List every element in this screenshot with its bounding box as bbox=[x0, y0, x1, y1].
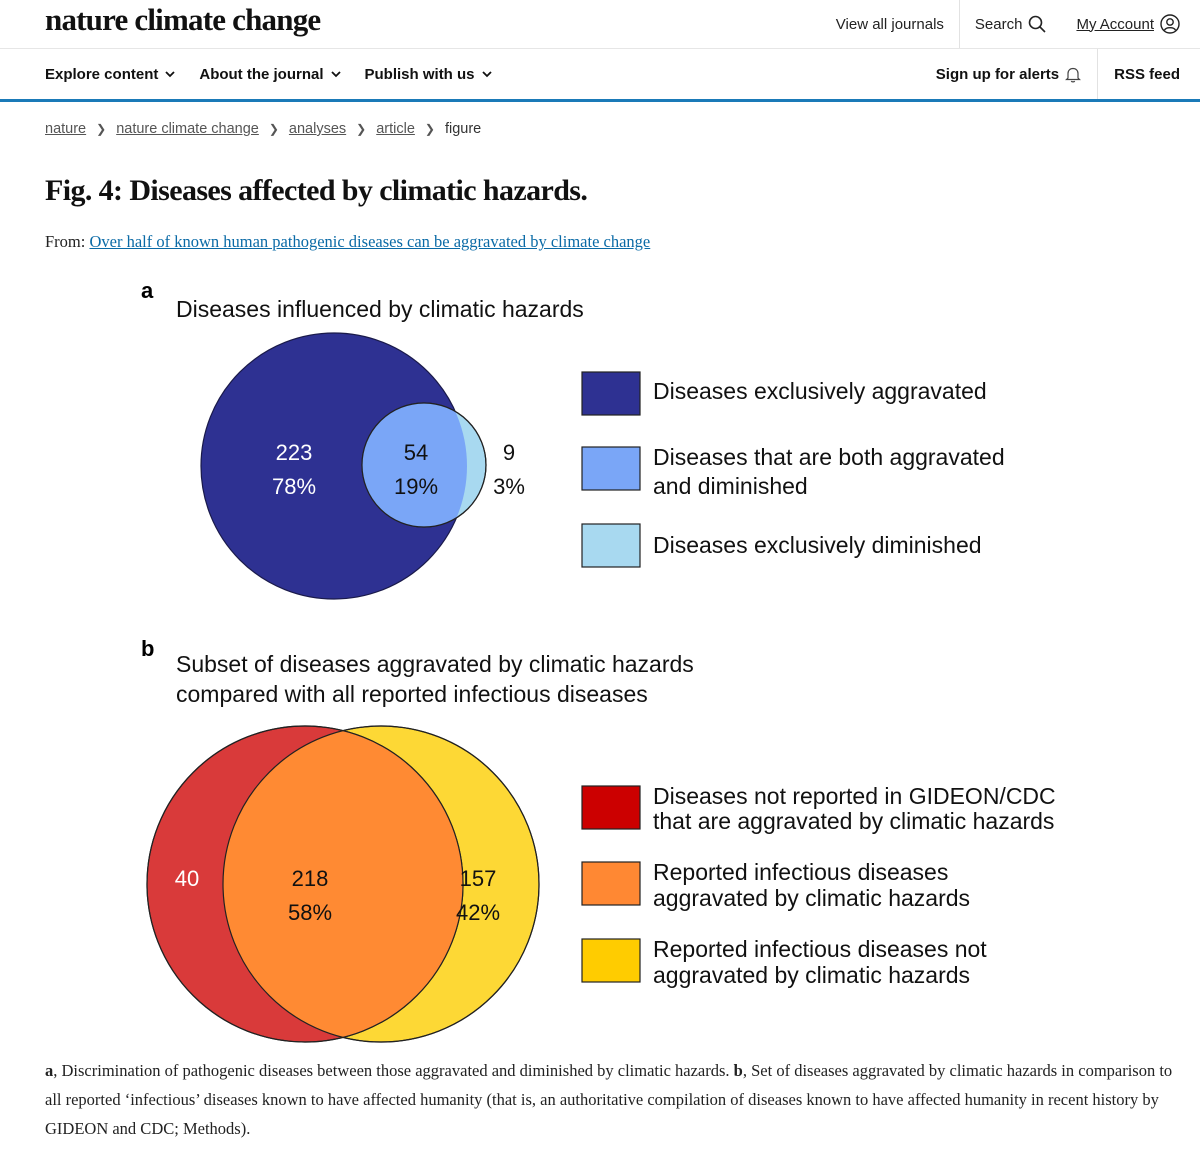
venn-a-region2-percent: 19% bbox=[394, 474, 438, 499]
search-icon bbox=[1029, 15, 1047, 33]
chevron-right-icon: ❯ bbox=[268, 122, 279, 136]
legend-a-swatch-3 bbox=[581, 523, 641, 568]
nav-publish-with-us[interactable]: Publish with us bbox=[365, 66, 492, 83]
venn-a-region1-percent: 78% bbox=[272, 474, 316, 499]
breadcrumb-analyses[interactable]: analyses bbox=[288, 121, 347, 137]
figure-caption: a, Discrimination of pathogenic diseases… bbox=[45, 1056, 1185, 1143]
nav-explore-content[interactable]: Explore content bbox=[45, 66, 175, 83]
nav-explore-label: Explore content bbox=[45, 65, 159, 83]
chevron-down-icon bbox=[330, 70, 341, 77]
venn-a-region3-percent: 3% bbox=[493, 474, 525, 499]
my-account-label: My Account bbox=[1076, 15, 1154, 33]
nav-about-label: About the journal bbox=[199, 65, 324, 83]
panel-b-title-line2: compared with all reported infectious di… bbox=[176, 681, 648, 707]
panel-b-label: b bbox=[141, 636, 154, 661]
legend-b-label-3a: Reported infectious diseases not bbox=[653, 936, 987, 962]
legend-b-swatch-2 bbox=[581, 861, 641, 906]
chevron-right-icon: ❯ bbox=[356, 122, 367, 136]
rss-label: RSS feed bbox=[1114, 65, 1180, 83]
top-right-menu: View all journals Search My Account bbox=[821, 0, 1180, 48]
caption-a-label: a bbox=[45, 1061, 54, 1080]
from-line: From: Over half of known human pathogeni… bbox=[45, 232, 650, 252]
rss-feed-link[interactable]: RSS feed bbox=[1097, 49, 1180, 99]
venn-b-aggravated-outline bbox=[146, 725, 464, 1043]
figure-image: a Diseases influenced by climatic hazard… bbox=[0, 270, 1200, 1050]
venn-a-overlap-region bbox=[362, 403, 467, 527]
venn-b-region2-percent: 58% bbox=[288, 900, 332, 925]
breadcrumb-current: figure bbox=[444, 121, 482, 137]
chevron-down-icon bbox=[481, 70, 492, 77]
legend-a-swatch-1 bbox=[581, 371, 641, 416]
figure-title: Fig. 4: Diseases affected by climatic ha… bbox=[45, 174, 588, 207]
caption-a-text: , Discrimination of pathogenic diseases … bbox=[53, 1061, 734, 1080]
legend-b-label-1b: that are aggravated by climatic hazards bbox=[653, 808, 1054, 834]
panel-a-label: a bbox=[141, 278, 154, 303]
venn-a-region2-count: 54 bbox=[404, 440, 428, 465]
panel-a-title: Diseases influenced by climatic hazards bbox=[176, 296, 584, 322]
my-account-link[interactable]: My Account bbox=[1061, 0, 1180, 48]
legend-b-swatch-3 bbox=[581, 938, 641, 983]
search-label: Search bbox=[974, 15, 1023, 33]
legend-a-label-3: Diseases exclusively diminished bbox=[653, 532, 982, 558]
venn-a-region1-count: 223 bbox=[276, 440, 313, 465]
legend-b-label-3b: aggravated by climatic hazards bbox=[653, 962, 970, 988]
chevron-down-icon bbox=[165, 70, 175, 77]
legend-a-label-2b: and diminished bbox=[653, 473, 808, 499]
search-button[interactable]: Search bbox=[958, 0, 1062, 48]
venn-b-region3-percent: 42% bbox=[456, 900, 500, 925]
breadcrumb-nature-climate-change[interactable]: nature climate change bbox=[116, 121, 259, 137]
venn-b-reported-outline bbox=[222, 725, 540, 1043]
chevron-right-icon: ❯ bbox=[96, 122, 107, 136]
nav-publish-label: Publish with us bbox=[364, 65, 475, 83]
panel-b-title-line1: Subset of diseases aggravated by climati… bbox=[176, 651, 694, 677]
legend-a-swatch-2 bbox=[581, 446, 641, 491]
article-link[interactable]: Over half of known human pathogenic dise… bbox=[89, 232, 651, 251]
chevron-right-icon: ❯ bbox=[424, 122, 435, 136]
legend-a-label-1: Diseases exclusively aggravated bbox=[653, 378, 987, 404]
venn-b-region2-count: 218 bbox=[292, 866, 329, 891]
caption-b-label: b bbox=[733, 1061, 743, 1080]
legend-a-label-2a: Diseases that are both aggravated bbox=[653, 444, 1005, 470]
view-all-journals-label: View all journals bbox=[835, 15, 944, 33]
venn-b-region1-count: 40 bbox=[175, 866, 199, 891]
venn-b-region3-count: 157 bbox=[460, 866, 497, 891]
legend-b-label-2b: aggravated by climatic hazards bbox=[653, 885, 970, 911]
from-label: From: bbox=[45, 232, 86, 251]
nav-about-journal[interactable]: About the journal bbox=[199, 65, 341, 83]
caption-b-text: , Set of diseases aggravated by climatic… bbox=[45, 1061, 1173, 1138]
main-nav: Explore content About the journal Publis… bbox=[0, 49, 1200, 102]
alerts-label: Sign up for alerts bbox=[935, 65, 1060, 83]
venn-a-region3-count: 9 bbox=[503, 440, 515, 465]
user-icon bbox=[1160, 14, 1180, 34]
bell-icon bbox=[1065, 67, 1082, 82]
legend-b-label-1a: Diseases not reported in GIDEON/CDC bbox=[653, 783, 1056, 809]
breadcrumb: nature ❯ nature climate change ❯ analyse… bbox=[45, 121, 481, 137]
breadcrumb-nature[interactable]: nature bbox=[45, 121, 87, 137]
venn-a-diminished-outline bbox=[361, 402, 487, 528]
venn-figure: a Diseases influenced by climatic hazard… bbox=[141, 278, 1056, 1043]
top-header: nature climate change View all journals … bbox=[0, 0, 1200, 49]
journal-logo[interactable]: nature climate change bbox=[45, 2, 321, 37]
view-all-journals-link[interactable]: View all journals bbox=[821, 0, 959, 48]
legend-b-label-2a: Reported infectious diseases bbox=[653, 859, 948, 885]
sign-up-alerts-button[interactable]: Sign up for alerts bbox=[920, 49, 1097, 99]
legend-b-swatch-1 bbox=[581, 785, 641, 830]
breadcrumb-article[interactable]: article bbox=[376, 121, 415, 137]
